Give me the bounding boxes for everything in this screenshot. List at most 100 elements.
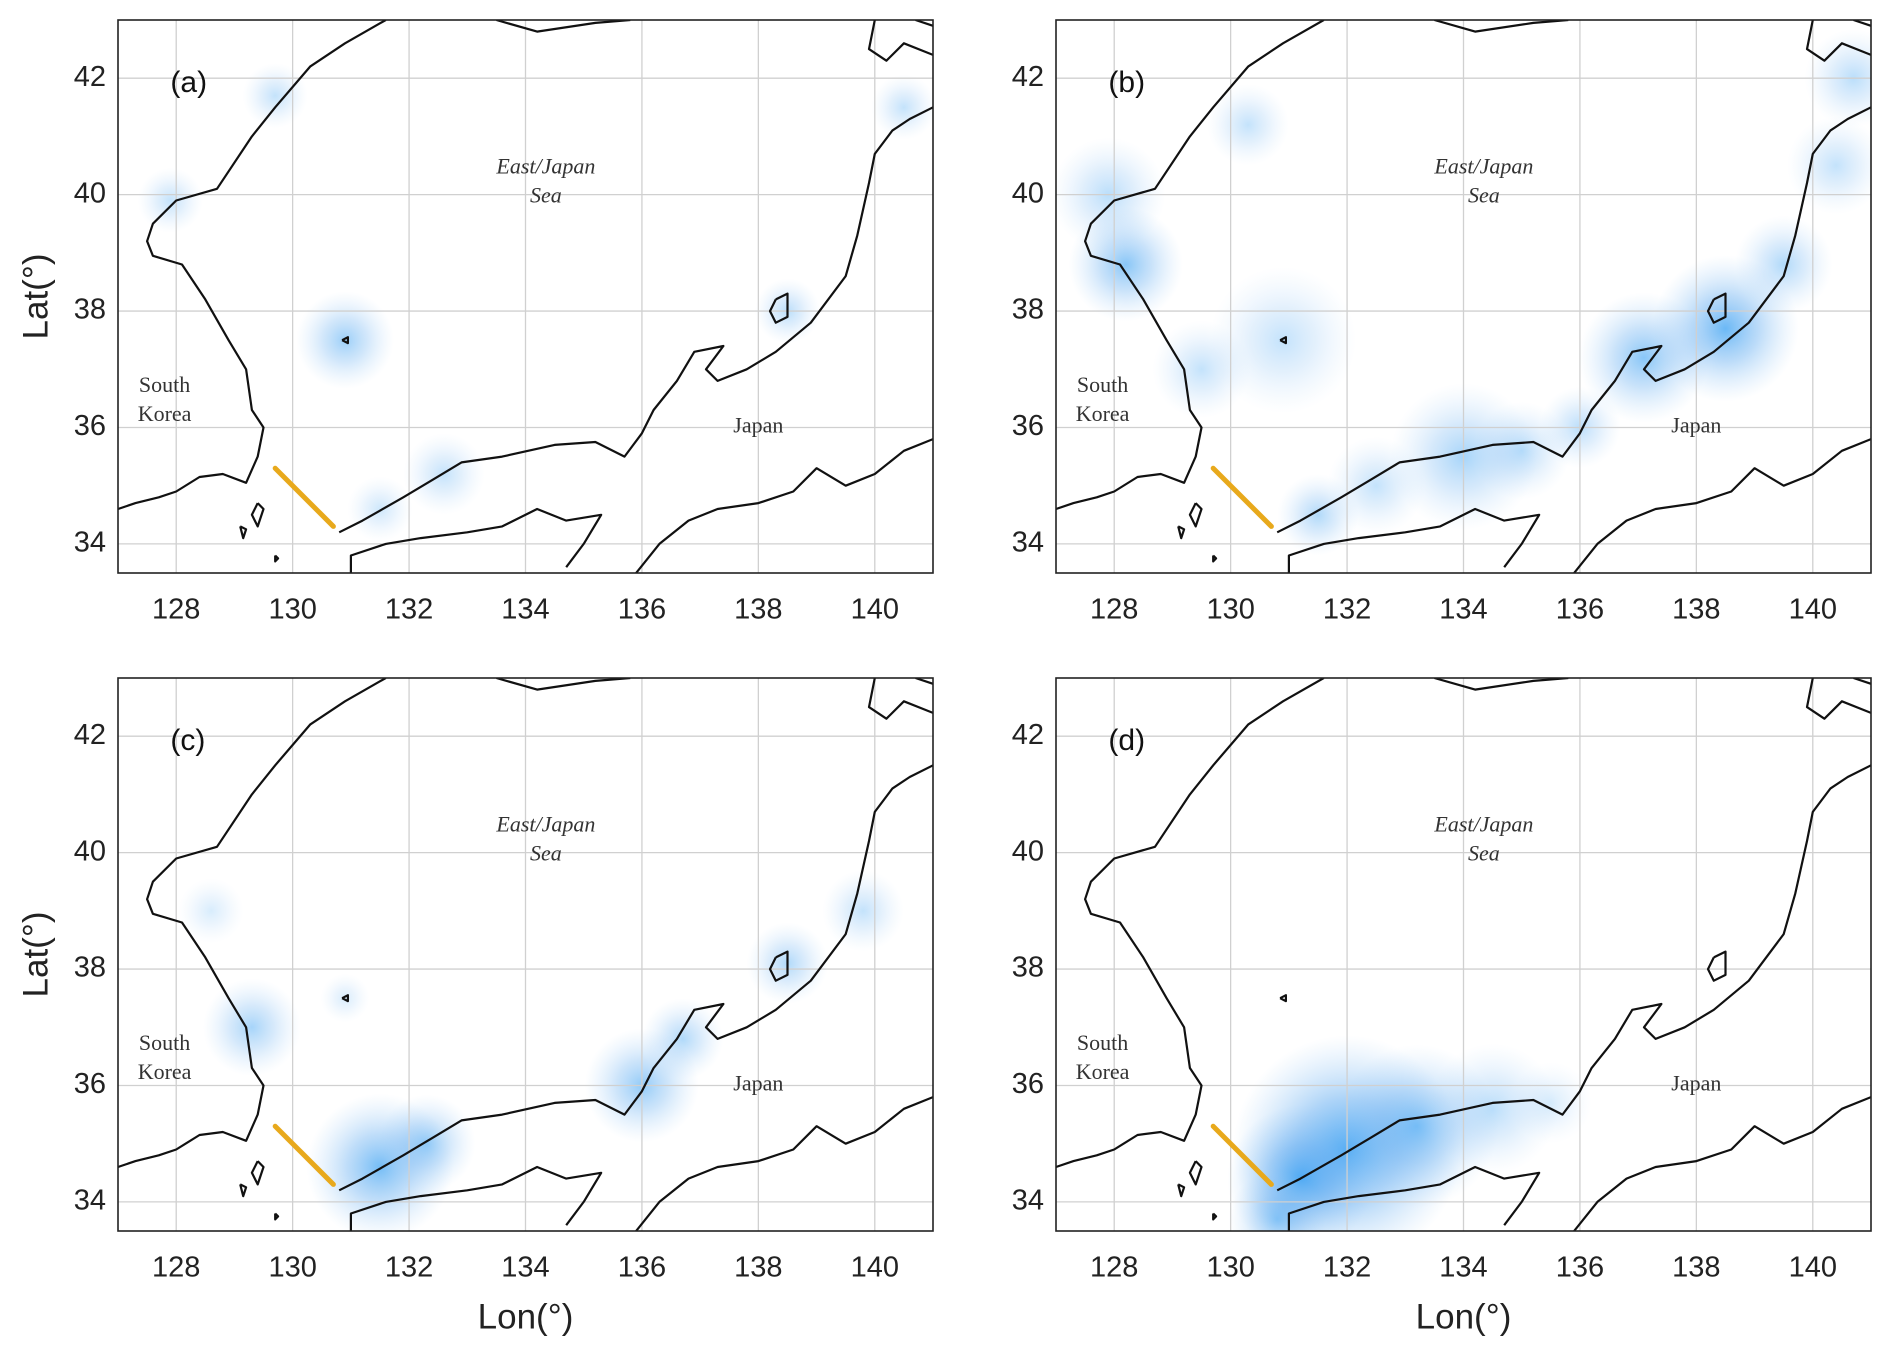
coastline <box>1573 438 1871 573</box>
y-tick-label: 38 <box>74 952 106 984</box>
sea-label: Sea <box>1468 841 1500 866</box>
density-shading <box>1277 474 1359 556</box>
x-tick-label: 140 <box>1789 594 1837 626</box>
map-panel: 128 130 132 134 136 138 140 34 36 38 40 42 (b) East/J… <box>1012 19 1872 626</box>
country-label: South <box>1077 1030 1128 1055</box>
island <box>1279 336 1288 345</box>
y-axis-label: Lat(°) <box>16 254 55 340</box>
transect-line <box>272 465 336 529</box>
axes-frame <box>117 19 934 574</box>
y-tick-label: 36 <box>74 410 106 442</box>
density-shading <box>641 998 724 1080</box>
island <box>250 1160 265 1186</box>
country-label: Korea <box>138 1059 192 1084</box>
map-area <box>118 20 933 573</box>
coastline <box>1056 20 1325 511</box>
coastline <box>635 1096 933 1231</box>
coastline <box>635 438 933 573</box>
axes-frame <box>1055 677 1872 1232</box>
x-tick-label: 138 <box>1672 594 1720 626</box>
x-tick-label: 128 <box>1090 1252 1138 1284</box>
coastline <box>915 20 933 27</box>
coastline <box>1853 20 1871 27</box>
x-tick-label: 136 <box>618 594 666 626</box>
island <box>341 336 349 345</box>
country-label: South <box>139 372 190 397</box>
coastline <box>1805 678 1871 720</box>
x-tick-label: 130 <box>268 594 316 626</box>
density-shading <box>822 870 904 952</box>
country-label: Korea <box>1076 401 1130 426</box>
y-tick-label: 42 <box>1012 719 1044 751</box>
y-tick-label: 38 <box>1012 952 1044 984</box>
x-tick-label: 134 <box>501 594 549 626</box>
map-panel: 128 130 132 134 136 138 140 34 36 38 40 42 (c) East/J… <box>16 677 934 1336</box>
panel-label: (d) <box>1108 724 1145 757</box>
x-tick-label: 130 <box>268 1252 316 1284</box>
island <box>274 554 280 563</box>
density-shading <box>296 291 394 390</box>
island <box>1212 554 1218 563</box>
density-shading <box>1152 320 1251 419</box>
island <box>239 1183 248 1198</box>
y-tick-label: 36 <box>74 1068 106 1100</box>
coastline <box>496 20 631 33</box>
x-tick-label: 128 <box>152 594 200 626</box>
x-tick-label: 130 <box>1206 594 1254 626</box>
y-tick-label: 34 <box>74 527 106 559</box>
y-tick-label: 42 <box>1012 61 1044 93</box>
country-label: South <box>139 1030 190 1055</box>
y-tick-label: 36 <box>1012 1068 1044 1100</box>
x-tick-label: 132 <box>385 1252 433 1284</box>
y-tick-label: 42 <box>74 719 106 751</box>
density-shading <box>1787 116 1871 215</box>
x-tick-label: 140 <box>851 1252 899 1284</box>
coastline <box>1276 106 1871 534</box>
x-tick-label: 132 <box>1323 594 1371 626</box>
coastline <box>1853 678 1871 685</box>
map-area <box>118 678 933 1231</box>
country-label: Japan <box>1671 1071 1721 1096</box>
x-tick-label: 134 <box>501 1252 549 1284</box>
island <box>341 994 349 1003</box>
map-panel: 128 130 132 134 136 138 140 34 36 38 40 42 (d) East/J… <box>1012 677 1872 1336</box>
y-tick-label: 34 <box>74 1185 106 1217</box>
density-shading <box>1734 215 1833 314</box>
density-shading <box>178 878 244 944</box>
density-shading <box>871 74 933 140</box>
y-tick-label: 34 <box>1012 527 1044 559</box>
density-shading <box>320 973 370 1023</box>
x-tick-label: 132 <box>385 594 433 626</box>
island <box>768 950 789 982</box>
density-shading <box>242 63 308 129</box>
x-tick-label: 134 <box>1439 594 1487 626</box>
island <box>274 1212 280 1221</box>
y-tick-label: 34 <box>1012 1185 1044 1217</box>
coastline <box>1434 20 1569 33</box>
country-label: Japan <box>1671 413 1721 438</box>
density-shading <box>377 1094 476 1193</box>
coastline <box>496 678 631 691</box>
sea-label: Sea <box>1468 183 1500 208</box>
coastline <box>915 678 933 685</box>
density-shading <box>1207 84 1289 166</box>
x-tick-label: 128 <box>152 1252 200 1284</box>
density-shading <box>137 167 203 234</box>
y-tick-label: 40 <box>74 177 106 209</box>
map-panel: 128 130 132 134 136 138 140 34 36 38 40 42 (a) East/J… <box>16 19 934 626</box>
x-tick-label: 132 <box>1323 1252 1371 1284</box>
axes-frame <box>117 677 934 1232</box>
sea-label: Sea <box>530 841 562 866</box>
coastline <box>1805 20 1871 62</box>
x-axis-label: Lon(°) <box>1416 1297 1512 1336</box>
island <box>768 292 789 324</box>
country-label: Japan <box>733 1071 783 1096</box>
x-axis-label: Lon(°) <box>478 1297 574 1336</box>
coastline <box>1287 507 1541 573</box>
y-tick-label: 38 <box>74 294 106 326</box>
coastline <box>867 20 933 62</box>
island <box>1188 1160 1203 1186</box>
country-label: Korea <box>1076 1059 1130 1084</box>
x-tick-label: 134 <box>1439 1252 1487 1284</box>
